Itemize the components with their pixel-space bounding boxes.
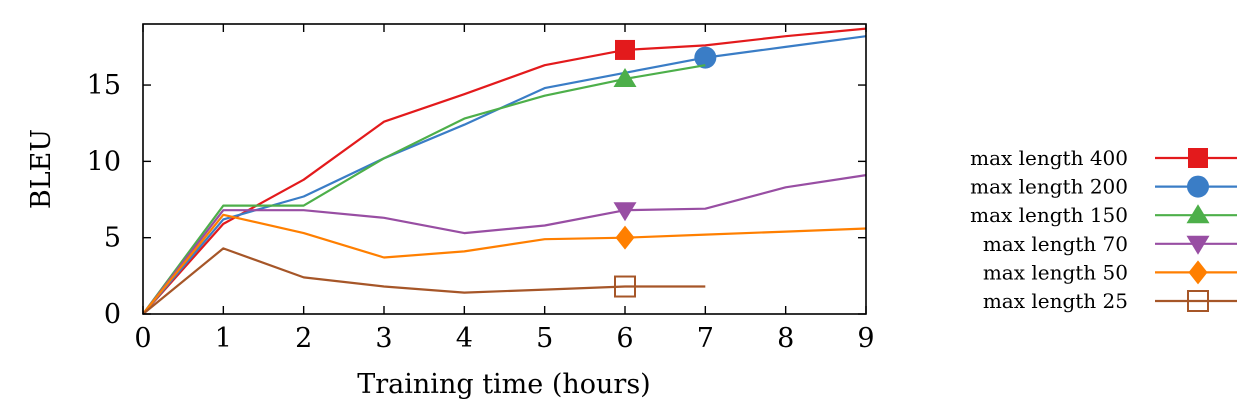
series-line	[142, 27, 867, 315]
x-axis-title: Training time (hours)	[357, 369, 650, 400]
legend-marker	[1188, 260, 1208, 285]
series-2	[142, 64, 706, 315]
legend-label: max length 25	[983, 289, 1128, 313]
series-1	[142, 35, 867, 315]
x-tick-label: 5	[536, 323, 553, 354]
legend-item: max length 400	[970, 146, 1237, 170]
series-marker	[615, 225, 635, 250]
series-4	[142, 213, 867, 315]
series-marker	[614, 275, 636, 298]
series-line	[142, 64, 706, 315]
y-tick-label: 0	[104, 299, 121, 330]
series-line	[142, 213, 867, 315]
legend-item: max length 150	[970, 203, 1237, 227]
legend-item: max length 200	[970, 175, 1237, 199]
legend-item: max length 25	[983, 289, 1237, 313]
series-3	[142, 174, 867, 315]
y-axis-title: BLEU	[26, 129, 57, 209]
legend-label: max length 70	[983, 232, 1128, 256]
legend-marker	[1186, 235, 1210, 255]
series-line	[142, 174, 867, 315]
legend-marker	[1187, 175, 1209, 198]
series-marker	[694, 46, 717, 69]
y-tick-label: 10	[87, 146, 121, 177]
x-tick-label: 6	[616, 323, 633, 354]
series-marker	[613, 67, 637, 87]
series-5	[142, 247, 706, 315]
x-tick-label: 8	[777, 323, 794, 354]
y-tick-label: 15	[87, 70, 121, 101]
x-tick-label: 0	[134, 323, 151, 354]
series-marker	[615, 39, 635, 60]
legend-label: max length 150	[970, 203, 1128, 227]
legend-marker	[1186, 204, 1210, 224]
x-tick-label: 7	[697, 323, 714, 354]
series-line	[142, 35, 867, 315]
legend: max length 400 max length 200 max length 1…	[970, 146, 1237, 313]
series-marker	[613, 202, 637, 222]
x-tick-label: 4	[456, 323, 473, 354]
legend-label: max length 50	[983, 260, 1128, 284]
legend-label: max length 200	[970, 175, 1128, 199]
tick-layer: 0 1 2 3 4 5 6 7 8 9 0 5 10 15	[87, 24, 875, 354]
series-layer	[142, 27, 867, 315]
legend-marker	[1187, 290, 1209, 312]
x-tick-label: 1	[215, 323, 232, 354]
x-tick-label: 2	[295, 323, 312, 354]
legend-label: max length 400	[970, 146, 1128, 170]
series-0	[142, 27, 867, 315]
plot-frame	[142, 23, 867, 315]
x-tick-label: 3	[375, 323, 392, 354]
legend-item: max length 50	[983, 260, 1237, 285]
legend-item: max length 70	[983, 232, 1237, 256]
x-tick-label: 9	[857, 323, 874, 354]
y-tick-label: 5	[104, 223, 121, 254]
series-line	[142, 247, 706, 315]
legend-marker	[1188, 148, 1208, 168]
